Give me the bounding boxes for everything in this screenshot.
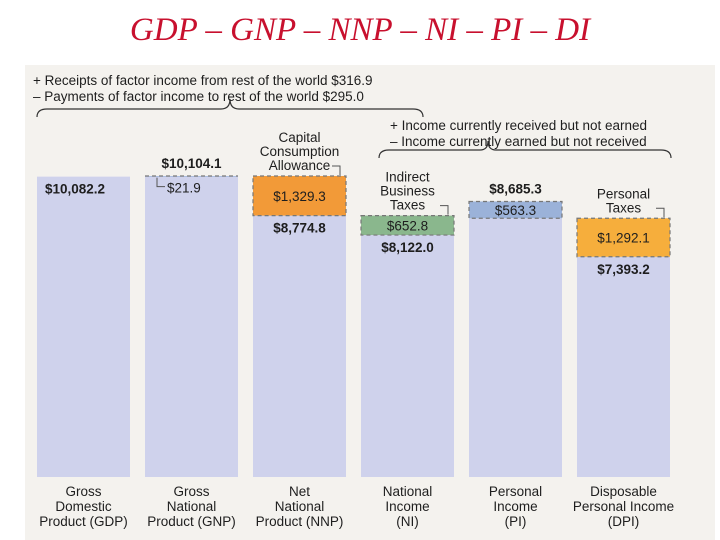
category-label-4-1: Income — [493, 499, 537, 514]
value-label-4: $8,685.3 — [489, 181, 542, 196]
adjustment-outline-5 — [576, 217, 671, 258]
adjustment-leader-5 — [656, 207, 665, 218]
category-label-5-2: (DPI) — [608, 514, 640, 529]
adjustment-name-5-0: Personal — [597, 186, 650, 201]
value-label-1: $10,104.1 — [161, 156, 222, 171]
category-label-5-1: Personal Income — [573, 499, 674, 514]
adjustment-bar-5 — [577, 218, 670, 257]
top-bracket — [36, 98, 424, 118]
adjustment-name-5-1: Taxes — [606, 200, 642, 215]
category-label-0-0: Gross — [65, 484, 101, 499]
adjustment-bar-4 — [469, 201, 562, 219]
adjustment-name-3-1: Business — [380, 184, 435, 199]
adjustment-leader-2 — [332, 165, 341, 175]
category-label-4-2: (PI) — [505, 514, 527, 529]
adjustment-label-4: $563.3 — [495, 203, 536, 218]
adjustment-bar-2 — [253, 176, 346, 216]
bar-0 — [37, 176, 130, 477]
category-label-4-0: Personal — [489, 484, 542, 499]
adjustment-name-2-0: Capital — [278, 130, 320, 145]
category-label-3-2: (NI) — [396, 514, 419, 529]
category-label-2-0: Net — [289, 484, 310, 499]
adjustment-name-3-2: Taxes — [390, 198, 426, 213]
receipts-annotation: + Receipts of factor income from rest of… — [33, 73, 373, 88]
adjustment-bar-1 — [145, 176, 238, 177]
gdp-chart: + Receipts of factor income from rest of… — [33, 73, 674, 529]
income-received-annotation: + Income currently received but not earn… — [390, 118, 647, 133]
bar-5 — [577, 256, 670, 477]
annotation-brackets — [36, 98, 672, 159]
value-label-5: $7,393.2 — [597, 262, 650, 277]
adjustment-bar-3 — [361, 215, 454, 236]
category-label-0-2: Product (GDP) — [39, 514, 128, 529]
category-label-2-2: Product (NNP) — [256, 514, 344, 529]
payments-annotation: – Payments of factor income to rest of t… — [33, 89, 364, 104]
pi-bracket — [378, 140, 672, 159]
category-label-2-1: National — [275, 499, 325, 514]
adjustment-name-2-2: Allowance — [269, 158, 331, 173]
bar-4 — [469, 218, 562, 478]
adjustment-label-1: $21.9 — [167, 181, 201, 196]
value-label-0: $10,082.2 — [45, 182, 105, 197]
slide-title: GDP – GNP – NNP – NI – PI – DI — [129, 12, 591, 48]
value-label-3: $8,122.0 — [381, 240, 434, 255]
adjustment-outline-2 — [252, 175, 347, 217]
bars-layer — [37, 165, 671, 478]
value-label-2: $8,774.8 — [273, 221, 326, 236]
text-layer: + Receipts of factor income from rest of… — [33, 73, 674, 529]
adjustment-connector-1 — [156, 177, 165, 188]
category-label-0-1: Domestic — [55, 499, 112, 514]
category-label-1-0: Gross — [173, 484, 209, 499]
category-label-5-0: Disposable — [590, 484, 657, 499]
adjustment-label-5: $1,292.1 — [597, 231, 650, 246]
category-label-1-2: Product (GNP) — [147, 514, 236, 529]
category-label-3-0: National — [383, 484, 433, 499]
category-label-1-1: National — [167, 499, 217, 514]
chart-figure: + Receipts of factor income from rest of… — [25, 65, 715, 540]
adjustment-leader-3 — [440, 205, 449, 215]
bar-2 — [253, 215, 346, 477]
bar-3 — [361, 235, 454, 477]
adjustment-outline-4 — [468, 200, 563, 219]
category-label-3-1: Income — [385, 499, 429, 514]
adjustment-label-2: $1,329.3 — [273, 189, 326, 204]
adjustment-label-3: $652.8 — [387, 218, 428, 233]
adjustment-name-3-0: Indirect — [385, 170, 430, 185]
income-earned-annotation: – Income currently earned but not receiv… — [390, 134, 647, 149]
bar-1 — [145, 176, 238, 477]
adjustment-name-2-1: Consumption — [260, 144, 340, 159]
